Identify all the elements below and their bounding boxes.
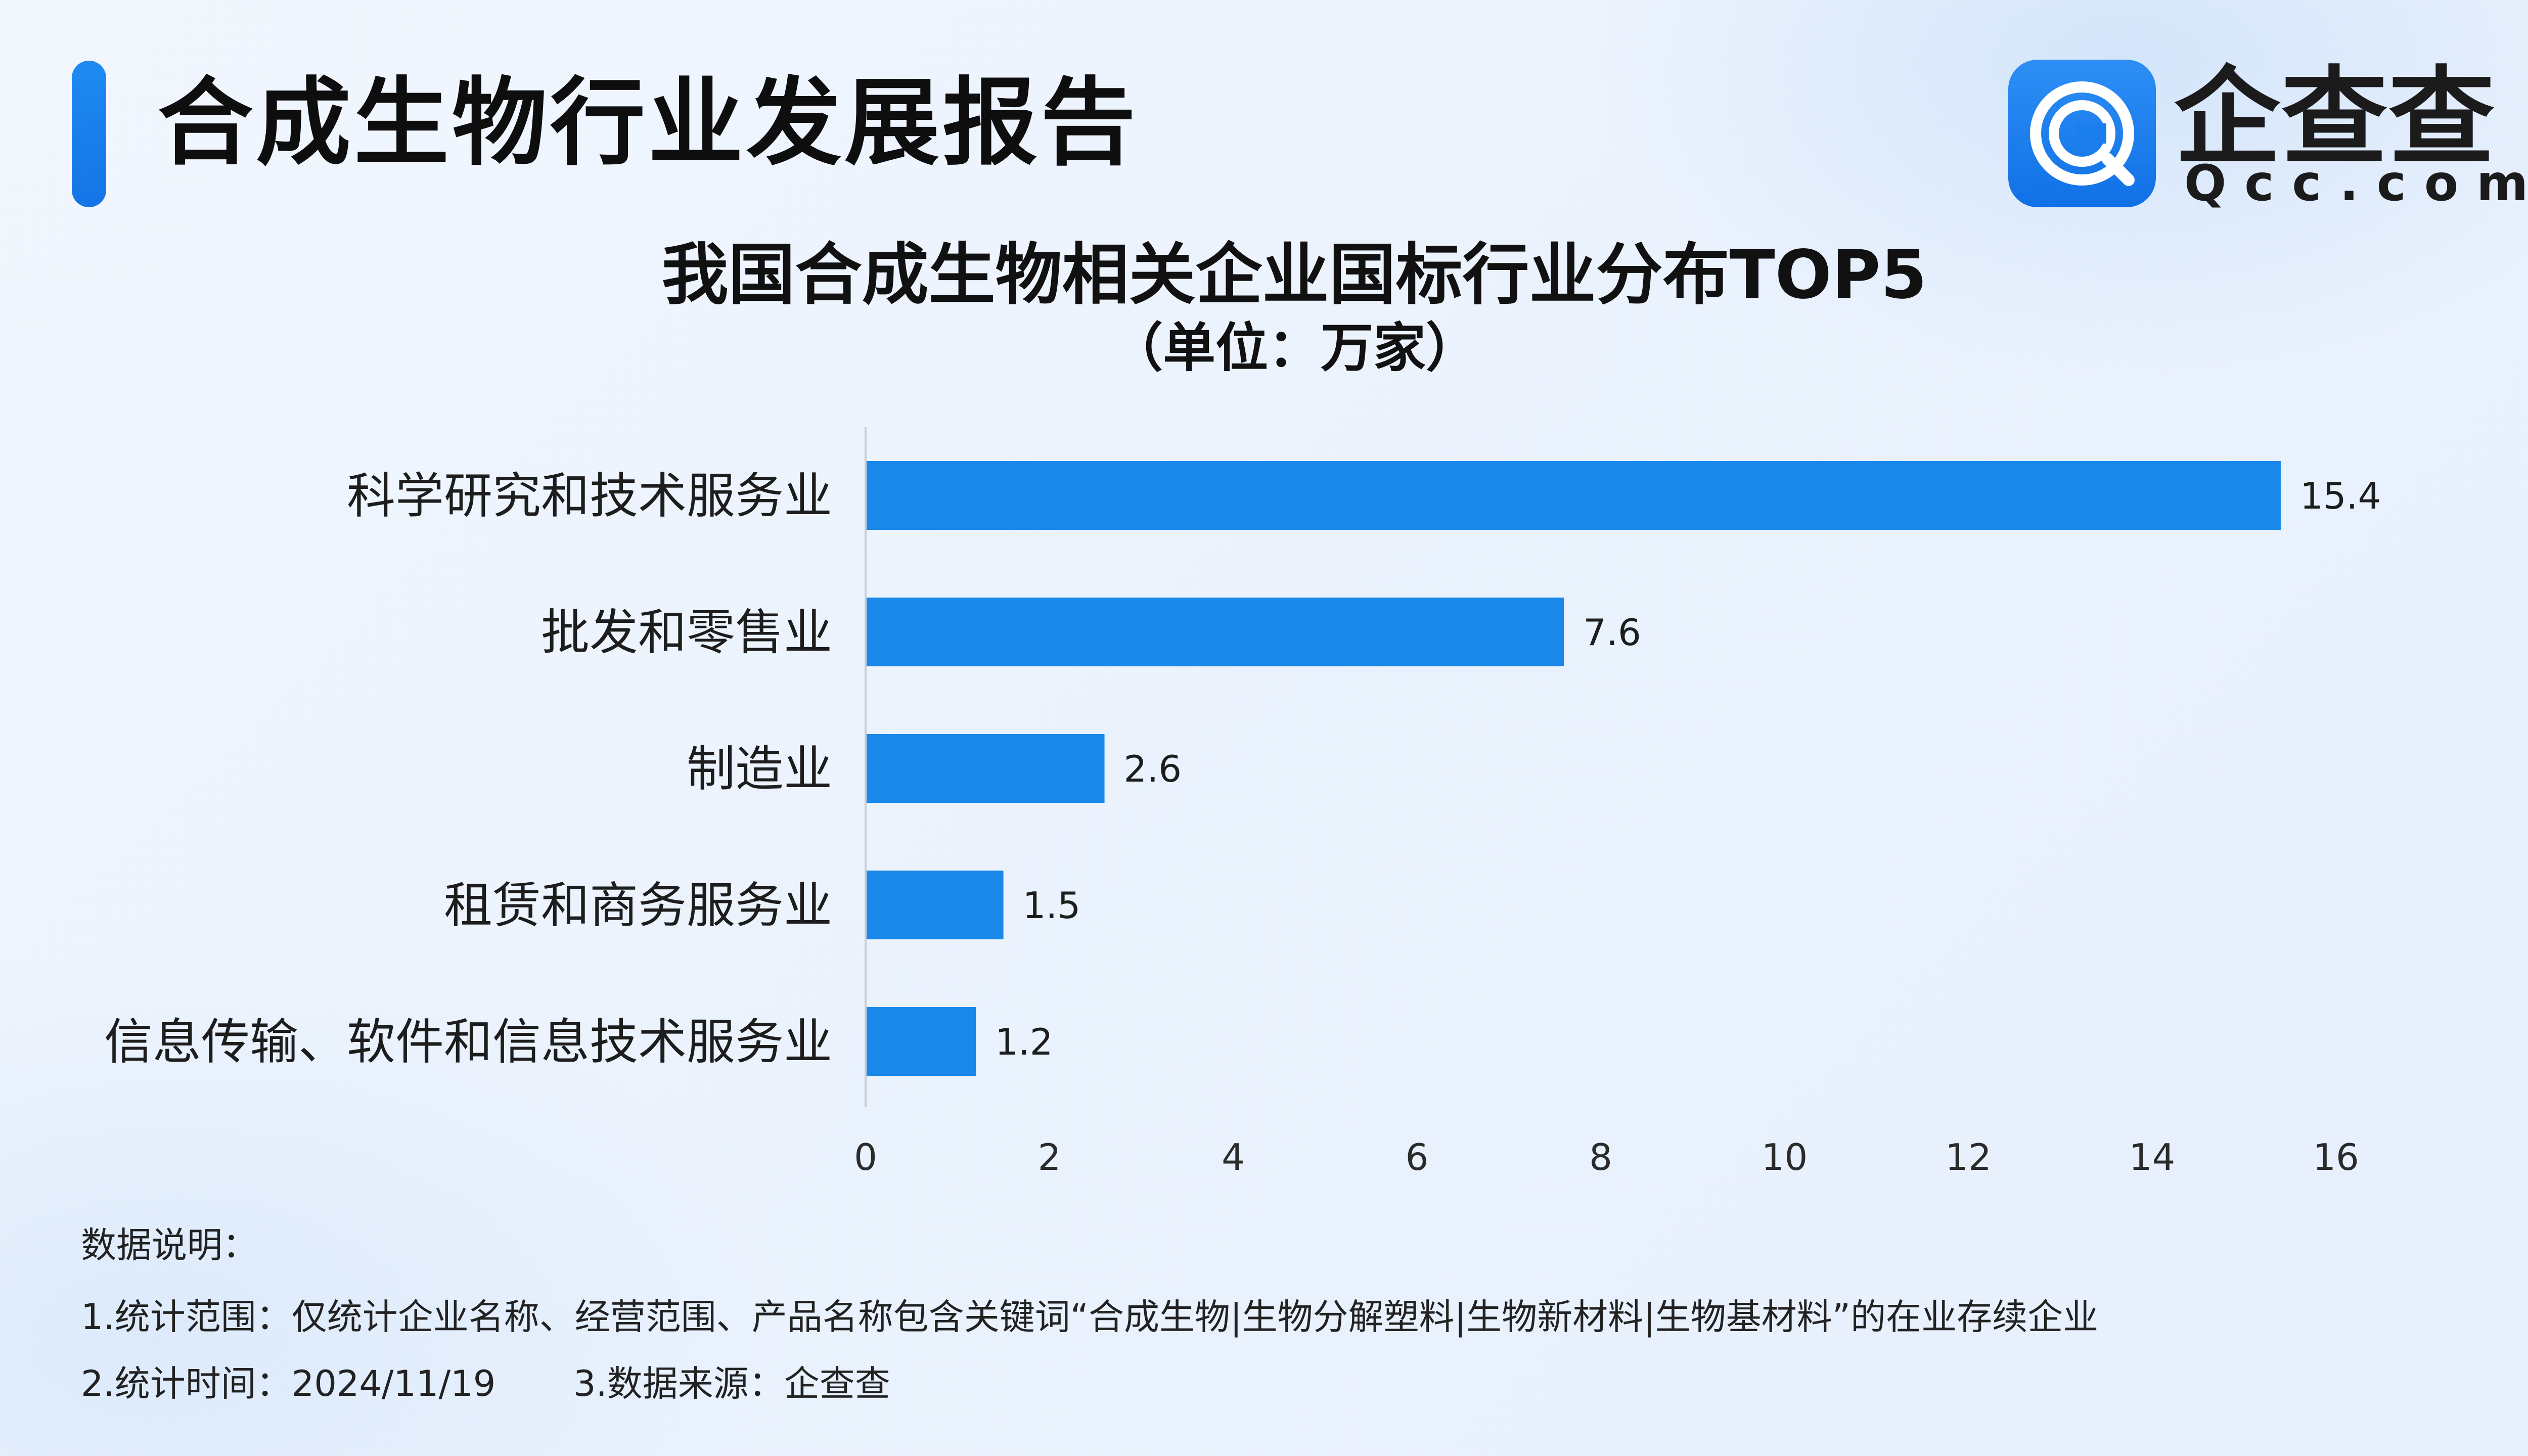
data-label: 1.2 xyxy=(995,1021,1053,1063)
x-tick-label: 2 xyxy=(1038,1136,1061,1178)
x-tick-label: 16 xyxy=(2313,1136,2359,1178)
bar xyxy=(867,734,1105,803)
x-tick-label: 12 xyxy=(1945,1136,1992,1178)
x-tick-label: 14 xyxy=(2129,1136,2176,1178)
category-label: 信息传输、软件和信息技术服务业 xyxy=(104,1014,832,1070)
x-tick-label: 8 xyxy=(1589,1136,1612,1178)
x-tick-label: 6 xyxy=(1406,1136,1429,1178)
x-tick-label: 4 xyxy=(1222,1136,1245,1178)
data-label: 1.5 xyxy=(1023,884,1081,927)
bar xyxy=(867,598,1564,666)
report-title: 合成生物行业发展报告 xyxy=(158,68,1139,178)
bar xyxy=(867,461,2281,530)
logo-wordmark: 企查查 xyxy=(2174,56,2496,179)
x-tick-label: 0 xyxy=(854,1136,877,1178)
bar xyxy=(867,871,1004,939)
category-label: 批发和零售业 xyxy=(541,604,832,661)
notes-scope: 1.统计范围：仅统计企业名称、经营范围、产品名称包含关键词“合成生物|生物分解塑… xyxy=(81,1296,2099,1338)
title-accent-bar xyxy=(72,61,106,207)
data-label: 15.4 xyxy=(2300,475,2381,517)
notes-heading: 数据说明： xyxy=(81,1224,258,1266)
chart-subtitle: （单位：万家） xyxy=(1110,317,1478,379)
logo-domain: Qcc.com xyxy=(2184,155,2528,212)
data-label: 7.6 xyxy=(1583,611,1641,654)
notes-date: 2.统计时间：2024/11/19 xyxy=(81,1363,496,1404)
category-label: 制造业 xyxy=(687,741,832,797)
bar xyxy=(867,1007,976,1076)
qcc-logo-icon xyxy=(2008,60,2156,207)
notes-source: 3.数据来源：企查查 xyxy=(573,1363,890,1404)
category-label: 租赁和商务服务业 xyxy=(444,877,832,934)
category-label: 科学研究和技术服务业 xyxy=(347,468,832,524)
chart-title: 我国合成生物相关企业国标行业分布TOP5 xyxy=(661,236,1927,314)
x-tick-label: 10 xyxy=(1762,1136,1808,1178)
data-label: 2.6 xyxy=(1124,748,1182,790)
